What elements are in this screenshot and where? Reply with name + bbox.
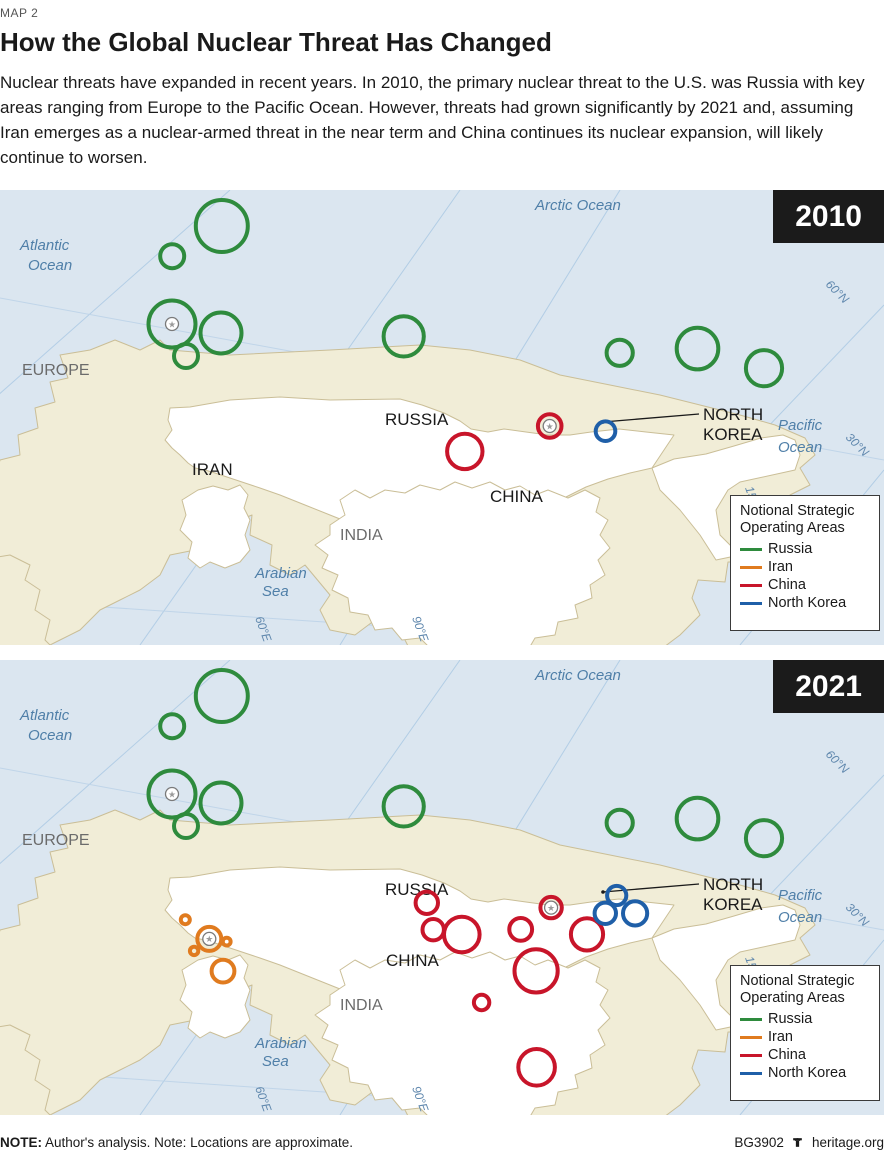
svg-text:Atlantic: Atlantic (19, 237, 70, 254)
svg-text:NORTH: NORTH (703, 405, 763, 424)
svg-text:RUSSIA: RUSSIA (385, 410, 449, 429)
svg-text:★: ★ (205, 934, 213, 944)
svg-text:Arabian: Arabian (254, 565, 307, 582)
svg-text:CHINA: CHINA (386, 951, 440, 970)
svg-text:Pacific: Pacific (778, 887, 823, 904)
svg-text:EUROPE: EUROPE (22, 832, 90, 849)
svg-text:INDIA: INDIA (340, 997, 383, 1014)
svg-text:Sea: Sea (262, 583, 289, 600)
svg-text:Sea: Sea (262, 1053, 289, 1070)
svg-text:Ocean: Ocean (778, 439, 822, 456)
svg-text:KOREA: KOREA (703, 425, 763, 444)
svg-text:★: ★ (168, 319, 176, 329)
svg-text:EUROPE: EUROPE (22, 362, 90, 379)
svg-text:Arctic Ocean: Arctic Ocean (534, 197, 621, 214)
svg-text:Pacific: Pacific (778, 417, 823, 434)
svg-text:IRAN: IRAN (192, 460, 233, 479)
svg-text:Ocean: Ocean (28, 727, 72, 744)
svg-text:★: ★ (168, 789, 176, 799)
svg-text:Arctic Ocean: Arctic Ocean (534, 667, 621, 684)
svg-text:Ocean: Ocean (28, 257, 72, 274)
svg-text:Atlantic: Atlantic (19, 707, 70, 724)
svg-text:Ocean: Ocean (778, 909, 822, 926)
svg-text:KOREA: KOREA (703, 895, 763, 914)
svg-text:★: ★ (547, 903, 555, 913)
svg-text:INDIA: INDIA (340, 527, 383, 544)
svg-text:NORTH: NORTH (703, 875, 763, 894)
svg-text:CHINA: CHINA (490, 487, 544, 506)
svg-text:Arabian: Arabian (254, 1035, 307, 1052)
svg-text:★: ★ (546, 421, 554, 431)
